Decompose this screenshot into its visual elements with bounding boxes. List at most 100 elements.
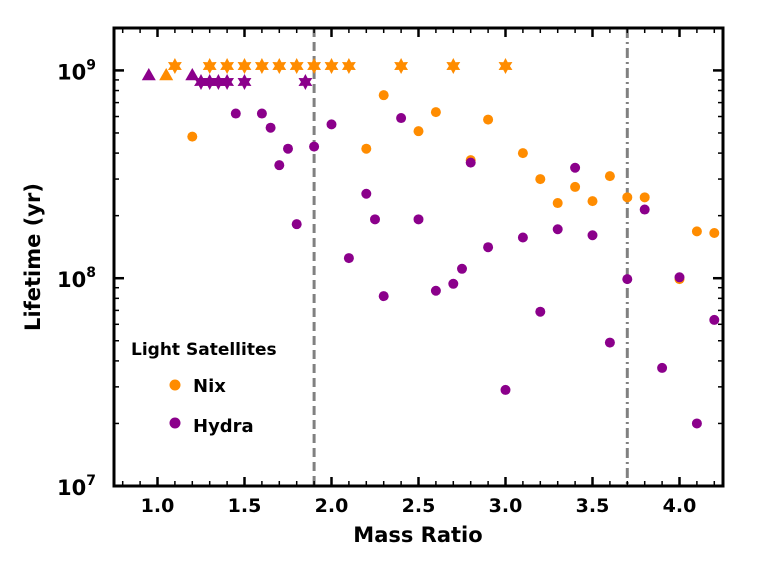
x-tick-label: 2.5	[402, 495, 436, 517]
y-tick-label: 108	[57, 265, 96, 292]
nix-point-circle	[587, 196, 598, 207]
nix-point-circle	[517, 148, 528, 159]
nix-point-triangle	[159, 68, 174, 81]
hydra-point-circle	[465, 157, 476, 168]
y-tick-label-exponent: 7	[86, 473, 96, 489]
nix-point-circle	[622, 192, 633, 203]
y-tick-label-base: 10	[57, 60, 86, 84]
nix-point-circle	[413, 126, 424, 137]
hydra-point-star	[202, 73, 217, 90]
hydra-point-circle	[691, 418, 702, 429]
x-tick-label: 1.0	[141, 495, 175, 517]
y-axis-label: Lifetime (yr)	[21, 183, 45, 331]
hydra-point-circle	[622, 274, 633, 285]
nix-point-circle	[552, 198, 563, 209]
legend-marker-nix	[169, 379, 181, 391]
legend-label-nix: Nix	[193, 376, 226, 397]
nix-point-star	[202, 58, 217, 75]
hydra-point-circle	[274, 160, 285, 171]
hydra-point-triangle	[185, 68, 200, 81]
y-tick-label: 109	[57, 57, 96, 84]
nix-point-circle	[604, 171, 615, 182]
hydra-point-star	[298, 73, 313, 90]
nix-point-circle	[691, 226, 702, 237]
nix-point-star	[498, 58, 513, 75]
hydra-point-circle	[265, 122, 276, 133]
nix-point-circle	[187, 131, 198, 142]
reference-lines	[312, 28, 629, 486]
hydra-point-circle	[500, 384, 511, 395]
hydra-point-circle	[535, 306, 546, 317]
legend-label-hydra: Hydra	[193, 416, 254, 437]
nix-point-circle	[361, 143, 372, 154]
y-tick-label-exponent: 9	[86, 57, 96, 73]
nix-point-star	[307, 58, 322, 75]
hydra-point-circle	[326, 119, 337, 130]
hydra-point-circle	[361, 188, 372, 199]
hydra-point-circle	[587, 230, 598, 241]
data-points	[141, 58, 720, 429]
nix-point-star	[394, 58, 409, 75]
hydra-point-circle	[430, 285, 441, 296]
x-tick-label: 1.5	[228, 495, 262, 517]
y-tick-label-exponent: 8	[86, 265, 96, 281]
nix-point-star	[220, 58, 235, 75]
hydra-point-circle	[370, 214, 380, 225]
y-tick-label-base: 10	[57, 476, 86, 500]
hydra-point-circle	[396, 113, 407, 124]
x-tick-label: 2.0	[315, 495, 349, 517]
nix-point-circle	[709, 228, 720, 239]
x-axis-label: Mass Ratio	[353, 523, 482, 547]
hydra-point-star	[211, 73, 226, 90]
legend-marker-hydra	[169, 417, 181, 429]
x-tick-label: 3.0	[489, 495, 523, 517]
hydra-point-triangle	[141, 68, 156, 81]
hydra-point-star	[220, 73, 235, 90]
hydra-point-circle	[291, 219, 302, 230]
nix-point-circle	[570, 181, 581, 192]
nix-point-star	[289, 58, 304, 75]
nix-point-star	[446, 58, 461, 75]
hydra-point-circle	[343, 253, 354, 264]
hydra-point-circle	[552, 224, 563, 235]
hydra-point-circle	[457, 263, 467, 274]
hydra-point-circle	[413, 214, 424, 225]
hydra-point-circle	[709, 314, 720, 325]
hydra-point-star	[237, 73, 252, 90]
x-tick-label: 3.5	[576, 495, 610, 517]
hydra-point-circle	[570, 162, 581, 173]
x-tick-label: 4.0	[663, 495, 697, 517]
hydra-point-circle	[283, 143, 293, 154]
hydra-point-star	[194, 73, 208, 90]
nix-point-star	[167, 58, 182, 75]
nix-point-star	[324, 58, 339, 75]
legend: Light Satellites Nix Hydra	[131, 340, 277, 437]
nix-point-star	[254, 58, 269, 75]
hydra-point-circle	[674, 272, 685, 283]
hydra-point-circle	[639, 204, 650, 215]
nix-point-circle	[639, 192, 650, 203]
nix-point-circle	[378, 90, 389, 101]
hydra-point-circle	[604, 337, 615, 348]
y-tick-label: 107	[57, 473, 96, 500]
hydra-point-circle	[309, 141, 320, 152]
hydra-point-circle	[256, 108, 267, 119]
nix-point-star	[237, 58, 252, 75]
hydra-point-circle	[448, 278, 459, 289]
hydra-point-circle	[230, 108, 241, 119]
hydra-point-circle	[378, 291, 389, 302]
legend-title: Light Satellites	[131, 340, 277, 360]
hydra-point-circle	[657, 362, 668, 373]
hydra-point-circle	[517, 232, 528, 243]
hydra-point-circle	[483, 242, 494, 253]
nix-point-star	[272, 58, 287, 75]
nix-point-circle	[483, 114, 494, 125]
nix-point-circle	[430, 107, 441, 118]
nix-point-star	[341, 58, 356, 75]
axis-ticks	[114, 28, 723, 488]
y-tick-label-base: 10	[57, 268, 86, 292]
nix-point-circle	[535, 174, 546, 185]
